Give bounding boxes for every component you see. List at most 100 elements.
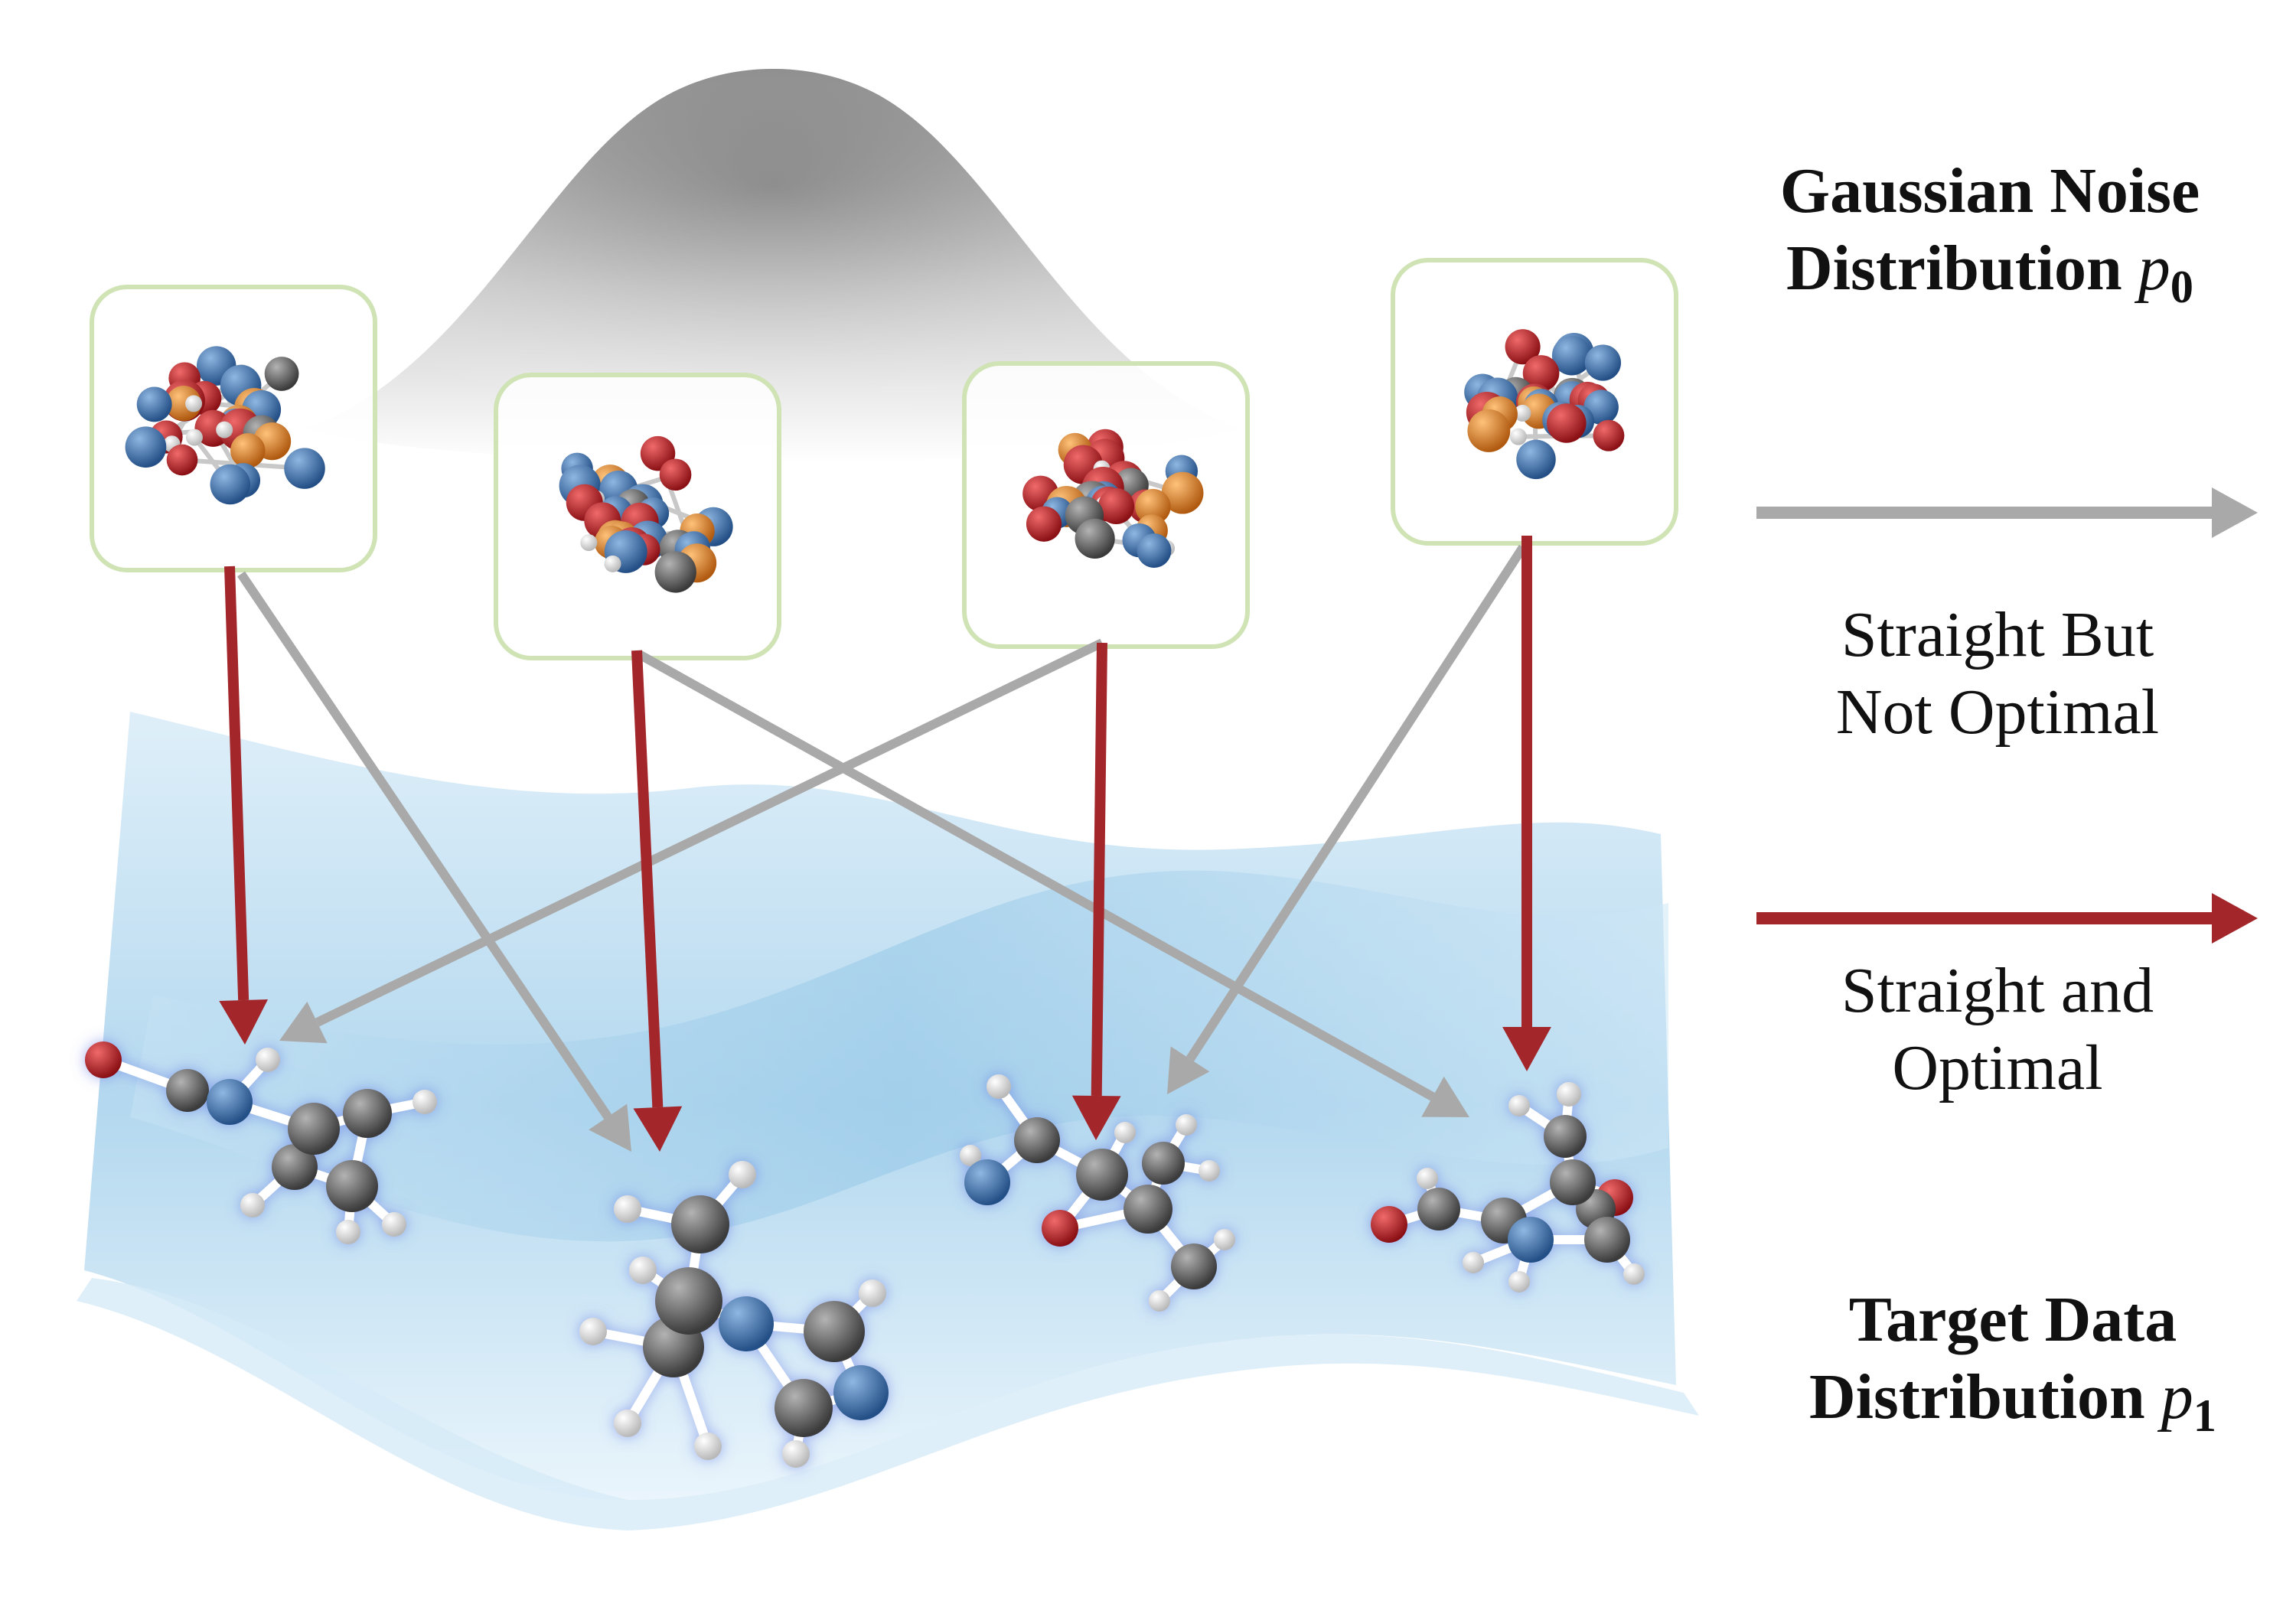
noise-atom	[1026, 506, 1062, 542]
gray-arrow-2	[637, 650, 1469, 1117]
noise-atom	[125, 426, 167, 468]
noise-sample-3	[962, 361, 1250, 649]
target-data-label-line2: Distribution	[1809, 1361, 2145, 1433]
molecule-atom	[694, 1433, 722, 1460]
molecule-atom	[1544, 1115, 1587, 1158]
molecule-atom	[614, 1410, 641, 1437]
molecule-atom	[1550, 1159, 1596, 1205]
molecule-atom	[1042, 1210, 1078, 1247]
molecule-atom	[1508, 1217, 1554, 1263]
gray-arrow-1	[237, 571, 631, 1152]
gaussian-noise-label-line2: Distribution	[1786, 232, 2122, 304]
noise-atom	[185, 429, 203, 446]
noise-atom	[216, 421, 233, 438]
gaussian-noise-label-line1: Gaussian Noise	[1779, 155, 2200, 227]
molecule-atom	[1149, 1290, 1170, 1312]
molecule-atom	[256, 1048, 280, 1072]
molecule-atom	[1124, 1185, 1172, 1234]
legend-red-arrow	[1756, 893, 2258, 944]
noise-sample-1	[90, 285, 377, 572]
red-arrow-3	[1071, 642, 1121, 1140]
noise-atom	[136, 386, 172, 422]
noise-atom	[580, 534, 598, 552]
noise-atom	[1135, 488, 1171, 525]
red-arrow-4	[1502, 536, 1551, 1071]
red-arrow-1	[219, 566, 269, 1045]
noise-atom	[1075, 518, 1115, 559]
gaussian-noise-label: Gaussian Noise Distribution p0	[1699, 153, 2281, 315]
gray-arrow-4	[1167, 544, 1528, 1094]
molecule-atom	[166, 1069, 209, 1112]
legend-red-line1: Straight and	[1841, 955, 2154, 1026]
noise-atom	[654, 551, 696, 593]
molecule-atom	[326, 1160, 378, 1212]
noise-atom	[1522, 355, 1560, 392]
noise-atom	[1551, 335, 1592, 376]
noise-atom	[185, 395, 203, 412]
molecule-atom	[833, 1365, 889, 1420]
target-molecule-4	[1371, 1082, 1645, 1292]
noise-atom	[165, 386, 201, 421]
molecule-atom	[1142, 1142, 1185, 1185]
molecule-atom	[782, 1440, 810, 1468]
noise-atom	[1584, 344, 1622, 381]
p1-symbol: p	[2161, 1361, 2193, 1433]
noise-atom	[230, 433, 266, 468]
noise-atom	[166, 444, 198, 476]
molecule-atom	[1076, 1149, 1128, 1201]
molecule-atom	[413, 1090, 437, 1114]
molecule-atom	[1199, 1160, 1220, 1182]
molecule-atom	[1171, 1244, 1217, 1289]
molecule-atom	[1557, 1082, 1581, 1107]
molecule-atom	[382, 1212, 406, 1237]
molecule-atom	[272, 1144, 318, 1190]
molecule-atom	[629, 1257, 657, 1284]
noise-atom	[1137, 533, 1172, 568]
legend-gray-arrow	[1756, 487, 2258, 538]
molecule-atom	[729, 1161, 756, 1188]
molecule-atom	[1114, 1122, 1136, 1143]
noise-sample-2	[494, 373, 781, 660]
molecule-atom	[859, 1279, 886, 1307]
molecule-atom	[240, 1193, 265, 1217]
molecule-atom	[207, 1079, 253, 1125]
molecule-atom	[1214, 1229, 1235, 1250]
molecule-atom	[1584, 1217, 1630, 1263]
noise-atom	[1097, 487, 1135, 525]
target-distribution-surface	[77, 712, 1699, 1530]
legend-gray-line1: Straight But	[1841, 599, 2154, 670]
molecule-atom	[655, 1267, 722, 1335]
molecule-atom	[579, 1318, 607, 1345]
target-molecule-3	[960, 1074, 1235, 1312]
noise-atom	[1505, 329, 1541, 365]
legend-red-label: Straight and Optimal	[1722, 953, 2273, 1107]
molecule-atom	[804, 1301, 865, 1362]
p0-symbol: p	[2138, 232, 2170, 304]
molecule-atom	[1014, 1117, 1060, 1163]
molecule-atom	[1417, 1188, 1460, 1231]
noise-atom	[659, 458, 692, 491]
noise-atom	[1593, 419, 1625, 451]
gray-arrow-3	[279, 638, 1104, 1044]
target-data-label-line1: Target Data	[1848, 1284, 2177, 1355]
molecule-atom	[1176, 1114, 1197, 1136]
molecule-atom	[964, 1159, 1010, 1205]
legend-gray-line2: Not Optimal	[1835, 676, 2160, 748]
noise-sample-4	[1391, 258, 1678, 546]
molecule-atom	[719, 1296, 774, 1351]
molecule-atom	[288, 1103, 340, 1155]
noise-atom	[1161, 471, 1204, 514]
molecule-atom	[960, 1145, 981, 1166]
molecule-atom	[1508, 1271, 1530, 1292]
noise-atom	[1514, 404, 1531, 422]
legend-red-line2: Optimal	[1892, 1032, 2103, 1103]
noise-atom	[1467, 409, 1511, 452]
p1-subscript: 1	[2193, 1390, 2216, 1442]
molecule-atom	[1371, 1206, 1407, 1243]
noise-atom	[264, 357, 299, 391]
target-molecule-1	[85, 1041, 437, 1244]
noise-atom	[1547, 403, 1587, 443]
molecule-atom	[987, 1074, 1011, 1099]
molecule-atom	[343, 1089, 392, 1138]
molecule-atom	[1508, 1095, 1530, 1116]
